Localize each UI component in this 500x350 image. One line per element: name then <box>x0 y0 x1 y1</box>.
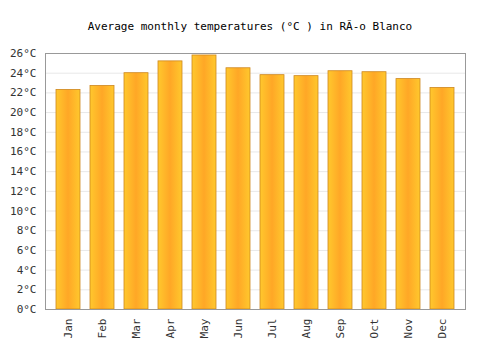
svg-text:Dec: Dec <box>436 319 449 339</box>
svg-text:Jan: Jan <box>62 319 75 339</box>
svg-text:12°C: 12°C <box>10 185 37 198</box>
svg-text:May: May <box>198 318 211 338</box>
svg-text:Feb: Feb <box>96 319 109 339</box>
svg-text:14°C: 14°C <box>10 165 37 178</box>
svg-text:24°C: 24°C <box>10 67 37 80</box>
svg-text:22°C: 22°C <box>10 86 37 99</box>
svg-text:Oct: Oct <box>368 319 381 339</box>
svg-text:Sep: Sep <box>334 319 347 339</box>
svg-text:Mar: Mar <box>130 318 143 338</box>
html-text:Average monthly temperatures (: Average monthly temperatures (°C ) in RÃ… <box>87 20 413 33</box>
svg-text:2°C: 2°C <box>17 283 37 296</box>
svg-text:0°C: 0°C <box>17 303 37 316</box>
svg-text:4°C: 4°C <box>17 264 37 277</box>
svg-text:Apr: Apr <box>164 318 177 338</box>
svg-text:26°C: 26°C <box>10 47 37 60</box>
svg-text:18°C: 18°C <box>10 126 37 139</box>
svg-text:Aug: Aug <box>300 319 313 339</box>
svg-text:Nov: Nov <box>402 318 415 338</box>
svg-text:6°C: 6°C <box>17 244 37 257</box>
svg-text:10°C: 10°C <box>10 205 37 218</box>
svg-text:20°C: 20°C <box>10 106 37 119</box>
svg-text:8°C: 8°C <box>17 224 37 237</box>
svg-text:Jul: Jul <box>266 319 279 339</box>
svg-text:16°C: 16°C <box>10 145 37 158</box>
svg-text:Jun: Jun <box>232 319 245 339</box>
